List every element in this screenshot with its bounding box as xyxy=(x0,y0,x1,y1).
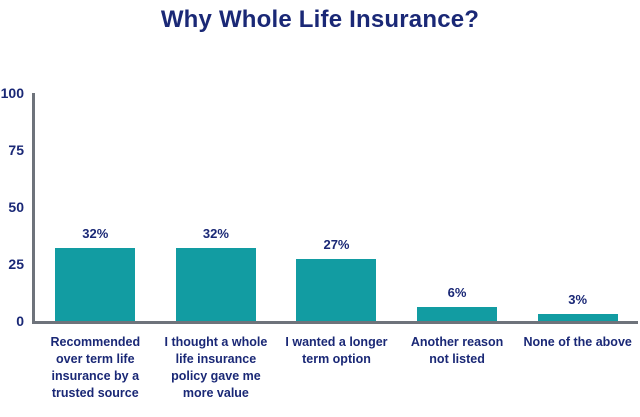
bar-slot: 27% xyxy=(276,93,397,321)
category-label: I thought a whole life insurance policy … xyxy=(164,335,268,400)
chart-title: Why Whole Life Insurance? xyxy=(160,6,480,33)
bar xyxy=(175,248,256,321)
plot-area: 32% 32% 27% 6% 3% xyxy=(32,93,638,324)
bar-slot: 32% xyxy=(156,93,277,321)
category-label: None of the above xyxy=(523,335,632,349)
y-tick-label: 75 xyxy=(8,142,24,158)
category-label: I wanted a longer term option xyxy=(285,335,388,366)
y-axis: 0 25 50 75 100 xyxy=(0,85,24,329)
x-axis-labels: Recommended over term life insurance by … xyxy=(35,334,638,402)
y-tick-label: 100 xyxy=(0,85,24,101)
bar xyxy=(55,248,136,321)
category-label: Another reason not listed xyxy=(410,335,504,366)
bar-slot: 3% xyxy=(517,93,638,321)
bar xyxy=(417,307,498,321)
y-tick-label: 50 xyxy=(8,199,24,215)
bar-value-label: 3% xyxy=(568,292,588,308)
category-label: Recommended over term life insurance by … xyxy=(50,335,141,400)
y-tick-label: 0 xyxy=(16,313,24,329)
bar-value-label: 32% xyxy=(82,226,109,242)
bar-value-label: 6% xyxy=(447,285,467,301)
y-tick-label: 25 xyxy=(8,256,24,272)
bar xyxy=(296,259,377,321)
bar-slot: 32% xyxy=(35,93,156,321)
bar-slot: 6% xyxy=(397,93,518,321)
bar xyxy=(537,314,618,321)
bar-value-label: 32% xyxy=(202,226,229,242)
bar-value-label: 27% xyxy=(323,237,350,253)
